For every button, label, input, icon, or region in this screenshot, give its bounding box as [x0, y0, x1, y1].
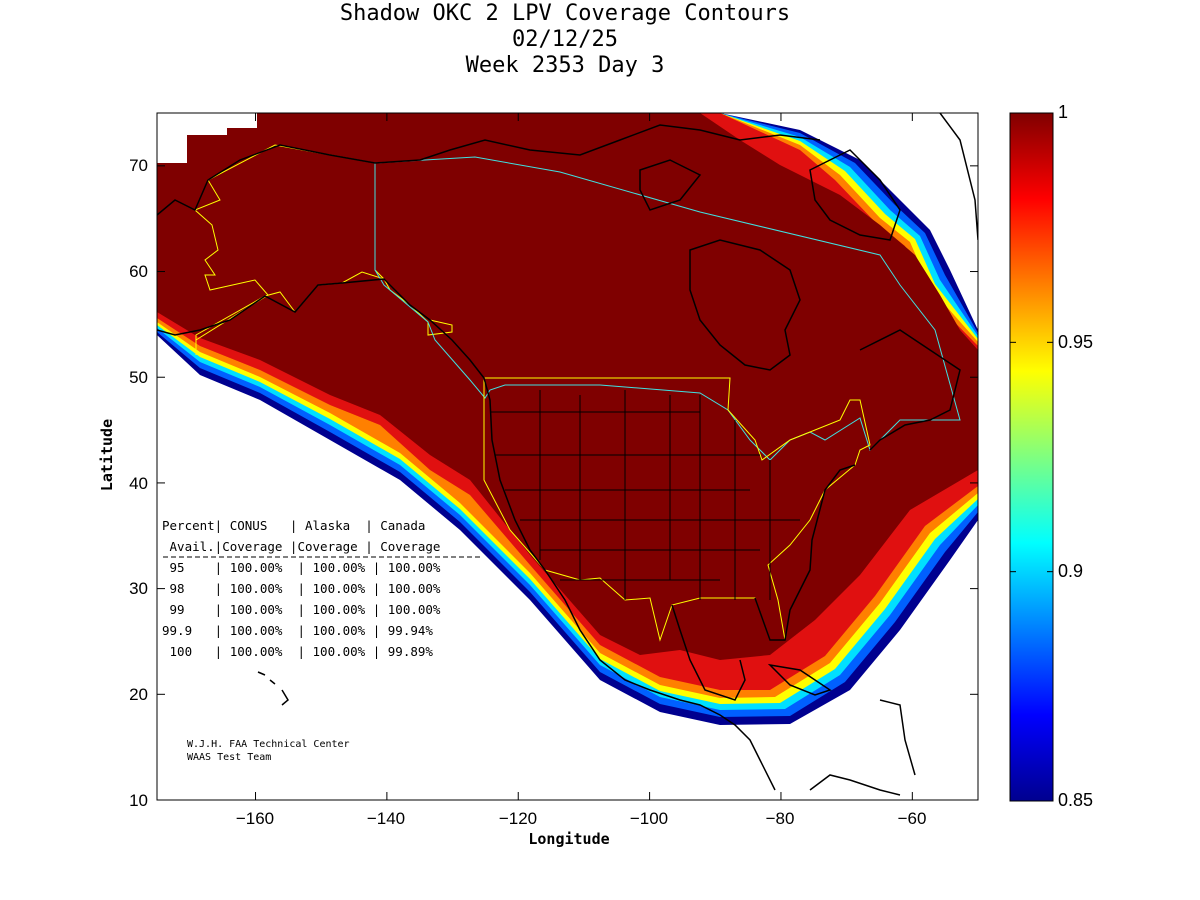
y-tick-marks [157, 165, 978, 801]
stats-row-99: 99 | 100.00% | 100.00% | 100.00% [162, 602, 441, 617]
ytick-label-20: 20 [129, 685, 148, 704]
xtick-label-120: −120 [499, 809, 537, 828]
x-axis-label: Longitude [528, 830, 609, 848]
xtick-label-160: −160 [236, 809, 274, 828]
stats-row-999: 99.9 | 100.00% | 100.00% | 99.94% [162, 623, 433, 638]
colorbar-label-095: 0.95 [1058, 332, 1094, 352]
ytick-label-70: 70 [129, 156, 148, 175]
colorbar [1009, 112, 1054, 802]
x-tick-marks [255, 113, 913, 800]
coastlines [157, 113, 978, 796]
colorbar-tick-marks [1010, 112, 1053, 802]
ytick-label-30: 30 [129, 579, 148, 598]
colorbar-label-1: 1 [1058, 102, 1069, 122]
credit-line-1: W.J.H. FAA Technical Center [187, 739, 350, 750]
y-axis-label: Latitude [98, 419, 116, 491]
stats-row-98: 98 | 100.00% | 100.00% | 100.00% [162, 581, 441, 596]
ytick-label-60: 60 [129, 262, 148, 281]
colorbar-label-085: 0.85 [1058, 790, 1094, 810]
chart-week-day: Week 2353 Day 3 [465, 53, 665, 78]
chart-date: 02/12/25 [512, 27, 618, 52]
stats-table: Percent| CONUS | Alaska | Canada Avail.|… [162, 518, 480, 659]
conus-boundary [483, 377, 871, 642]
credit-line-2: WAAS Test Team [187, 752, 271, 763]
coverage-contours [157, 113, 978, 800]
xtick-label-100: −100 [630, 809, 668, 828]
xtick-label-80: −80 [766, 809, 795, 828]
chart-title: Shadow OKC 2 LPV Coverage Contours [339, 1, 791, 26]
stats-row-100: 100 | 100.00% | 100.00% | 99.89% [162, 644, 433, 659]
state-borders [490, 390, 800, 600]
ytick-label-40: 40 [129, 474, 148, 493]
colorbar-label-090: 0.9 [1058, 561, 1084, 581]
stats-header-1: Percent| CONUS | Alaska | Canada [162, 518, 425, 533]
xtick-label-60: −60 [898, 809, 927, 828]
ytick-label-10: 10 [129, 791, 148, 810]
stats-header-2: Avail.|Coverage |Coverage | Coverage [162, 539, 440, 554]
ytick-label-50: 50 [129, 368, 148, 387]
plot-frame [156, 112, 979, 801]
xtick-label-140: −140 [367, 809, 405, 828]
stats-row-95: 95 | 100.00% | 100.00% | 100.00% [162, 560, 441, 575]
contour-band-100 [157, 113, 978, 660]
